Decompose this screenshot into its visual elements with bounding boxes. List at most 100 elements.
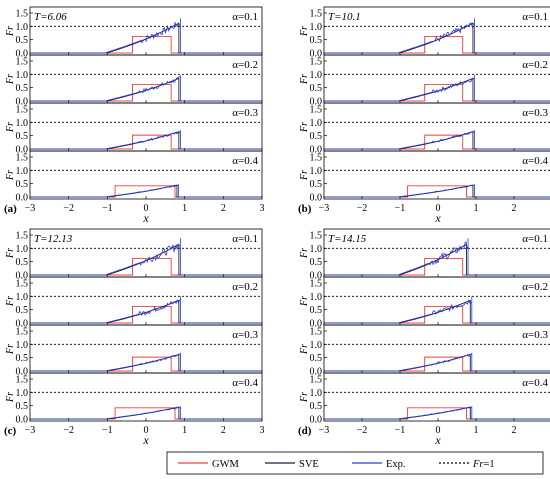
time-label: T=10.1	[328, 11, 361, 23]
y-axis-label: Fr	[299, 26, 310, 37]
y-axis-label: Fr	[5, 74, 16, 85]
y-tick-label: 0.5	[310, 83, 323, 94]
panel-c: 0.00.51.01.5Frα=0.10.00.51.01.5Frα=0.20.…	[4, 228, 265, 447]
y-tick-label: 0.5	[310, 179, 323, 190]
y-tick-label: 1.5	[310, 375, 323, 386]
y-tick-label: 0.0	[310, 145, 323, 156]
y-tick-label: 0.0	[16, 319, 29, 330]
subplot-alpha-02: 0.0 0.5 1.0 1.5Fr α=0.2	[299, 276, 550, 330]
x-tick-label: 0	[436, 203, 441, 214]
alpha-label: α=0.2	[232, 281, 258, 293]
y-tick-label: 1.0	[16, 340, 29, 351]
alpha-label: α=0.3	[232, 329, 258, 341]
subplot-frame	[323, 54, 550, 104]
y-tick-label: 0.5	[16, 131, 29, 142]
x-tick-label: −3	[319, 425, 330, 436]
sve-series	[30, 299, 262, 324]
exp-series	[30, 296, 262, 324]
legend-label-italic: Fr	[472, 459, 484, 470]
y-tick-label: 0.0	[310, 97, 323, 108]
x-axis-label: x	[434, 211, 441, 225]
x-tick-label: 2	[221, 425, 226, 436]
y-tick-label: 0.0	[16, 271, 29, 282]
alpha-label: α=0.4	[522, 377, 548, 389]
y-tick-label: 0.5	[310, 35, 323, 46]
y-tick-label: 1.5	[310, 327, 323, 338]
panel-d: 0.00.51.01.5Frα=0.10.00.51.01.5Frα=0.20.…	[298, 228, 550, 447]
y-tick-label: 0.5	[16, 257, 29, 268]
y-tick-label: 0.5	[16, 179, 29, 190]
y-tick-label: 0.0	[310, 319, 323, 330]
exp-series	[324, 352, 550, 372]
y-tick-label: 1.0	[16, 22, 29, 33]
exp-series	[30, 352, 262, 372]
y-tick-label: 1.5	[16, 375, 29, 386]
subplot-alpha-02: 0.0 0.5 1.0 1.5Fr α=0.2	[299, 54, 550, 108]
y-axis-label: Fr	[5, 248, 16, 259]
legend-item-fr: Fr=1	[439, 459, 495, 470]
exp-series	[324, 18, 550, 54]
y-tick-label: 0.0	[16, 49, 29, 60]
y-tick-label: 1.5	[16, 231, 29, 242]
sve-series	[30, 131, 262, 150]
sve-series	[324, 131, 550, 150]
y-tick-label: 0.0	[16, 367, 29, 378]
y-tick-label: 1.0	[310, 166, 323, 177]
exp-series	[324, 406, 550, 420]
exp-series	[324, 184, 550, 198]
exp-series	[30, 18, 262, 54]
y-tick-label: 0.0	[310, 367, 323, 378]
panel-letter: (d)	[298, 425, 312, 437]
exp-series	[30, 75, 262, 102]
legend-item-sve: SVE	[265, 459, 319, 470]
x-tick-label: −1	[395, 425, 406, 436]
y-tick-label: 1.0	[16, 166, 29, 177]
y-tick-label: 1.5	[16, 327, 29, 338]
alpha-label: α=0.2	[522, 59, 548, 71]
y-axis-label: Fr	[299, 170, 310, 181]
gwm-series	[324, 306, 550, 324]
subplot-frame	[323, 324, 550, 374]
gwm-series	[30, 84, 262, 102]
time-label: T=12.13	[34, 233, 73, 245]
y-tick-label: 1.5	[16, 9, 29, 20]
sve-series	[30, 184, 262, 198]
y-tick-label: 0.0	[16, 145, 29, 156]
x-tick-label: 2	[512, 425, 517, 436]
legend: GWM SVE Exp. Fr=1	[166, 451, 544, 475]
y-tick-label: 1.5	[16, 153, 29, 164]
legend-item-exp: Exp.	[352, 459, 406, 470]
exp-series	[30, 238, 262, 276]
time-label: T=6.06	[34, 11, 67, 23]
x-tick-label: −2	[63, 425, 74, 436]
subplot-alpha-03: 0.0 0.5 1.0 1.5Fr α=0.3	[299, 102, 550, 156]
y-tick-label: 0.5	[16, 353, 29, 364]
subplot-frame	[323, 276, 550, 326]
subplot-alpha-03: 0.0 0.5 1.0 1.5Fr α=0.3	[5, 324, 263, 378]
x-tick-label: 2	[512, 203, 517, 214]
panel-letter: (b)	[298, 203, 312, 215]
x-tick-label: 1	[182, 425, 187, 436]
y-tick-label: 1.5	[310, 9, 323, 20]
gwm-series	[324, 134, 550, 150]
sve-series	[30, 243, 262, 276]
x-tick-label: −2	[357, 203, 368, 214]
x-tick-label: −1	[102, 425, 113, 436]
time-label: T=14.15	[328, 233, 367, 245]
exp-series	[30, 184, 262, 198]
y-tick-label: 0.0	[16, 415, 29, 426]
y-tick-label: 0.5	[310, 353, 323, 364]
subplot-alpha-01: 0.0 0.5 1.0 1.5Fr α=0.1	[5, 228, 263, 282]
alpha-label: α=0.1	[522, 11, 548, 23]
x-tick-label: 3	[260, 425, 265, 436]
x-tick-label: −3	[25, 425, 36, 436]
exp-series	[324, 238, 550, 276]
subplot-alpha-04: 0.0 0.5 1.0 1.5Fr α=0.4	[5, 150, 263, 204]
panel-letter: (c)	[4, 425, 17, 437]
gwm-series	[30, 134, 262, 150]
subplot-frame	[29, 324, 263, 374]
subplot-alpha-02: 0.0 0.5 1.0 1.5Fr α=0.2	[5, 54, 263, 108]
y-tick-label: 0.0	[310, 193, 323, 204]
x-tick-label: −2	[357, 425, 368, 436]
y-tick-label: 1.5	[310, 105, 323, 116]
